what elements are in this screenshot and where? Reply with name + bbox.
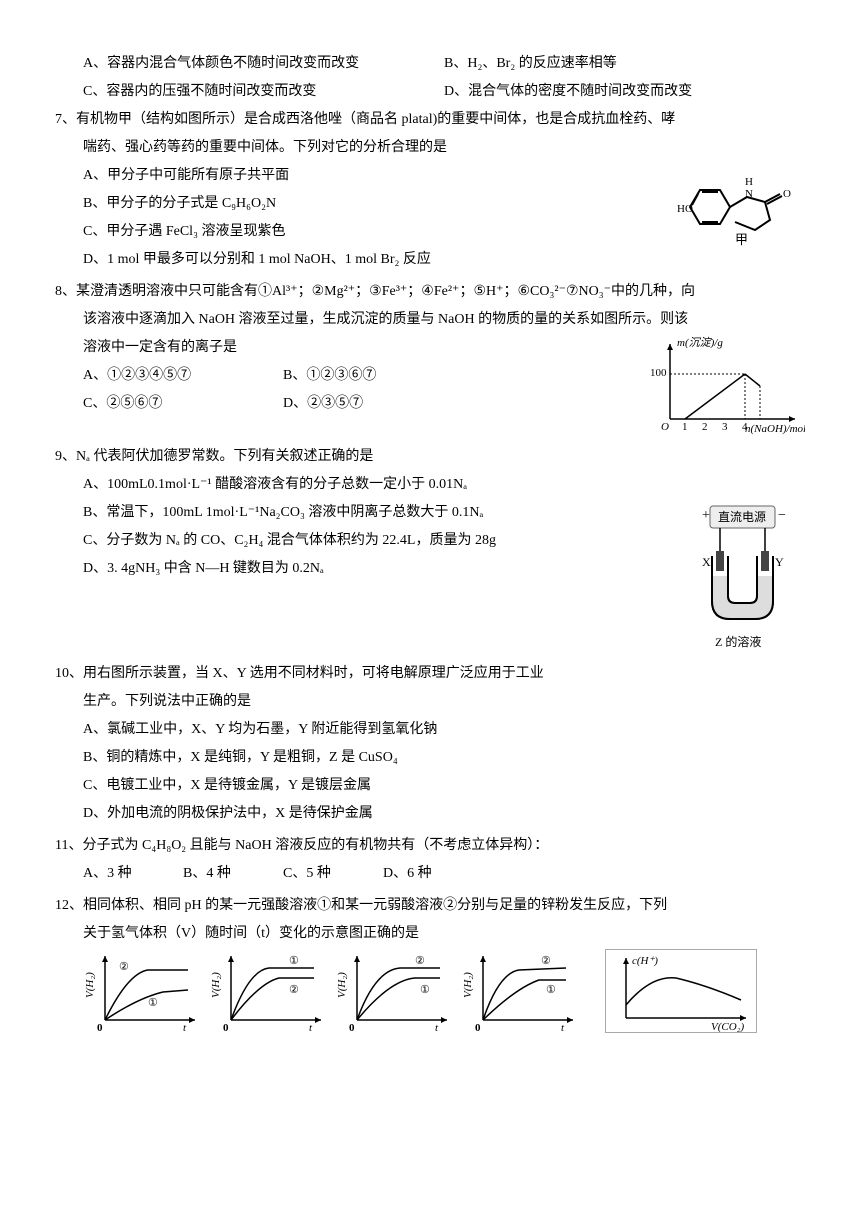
q11-stem: 分子式为 C₄H₈O₂ 且能与 NaOH 溶液反应的有机物共有（不考虑立体异构）… <box>82 832 805 860</box>
svg-text:t: t <box>309 1022 313 1033</box>
q7-num: 7、 <box>55 106 76 134</box>
q12-chart-5: c(H⁺) V(CO₂) <box>605 949 757 1033</box>
svg-text:t: t <box>183 1022 187 1033</box>
graph-ylabel: m(沉淀)/g <box>677 336 723 349</box>
svg-text:V(H₂): V(H₂) <box>462 972 474 998</box>
svg-text:②: ② <box>415 955 425 967</box>
q7-stem2: 喘药、强心药等药的重要中间体。下列对它的分析合理的是 <box>55 134 805 162</box>
svg-text:②: ② <box>289 984 299 996</box>
q10-option-b: B、铜的精炼中，X 是纯铜，Y 是粗铜，Z 是 CuSO₄ <box>55 744 805 772</box>
q12-stem2: 关于氢气体积（V）随时间（t）变化的示意图正确的是 <box>55 920 805 948</box>
question-10: 10、 用右图所示装置，当 X、Y 选用不同材料时，可将电解原理广泛应用于工业 … <box>55 660 805 828</box>
svg-text:t: t <box>561 1022 565 1033</box>
molecule-label: 甲 <box>735 232 748 247</box>
q8-num: 8、 <box>55 278 76 306</box>
svg-text:0: 0 <box>349 1022 355 1033</box>
svg-text:②: ② <box>119 961 129 973</box>
svg-text:V(H₂): V(H₂) <box>210 972 222 998</box>
q8-option-c: C、②⑤⑥⑦ <box>83 390 283 418</box>
q10-stem1: 用右图所示装置，当 X、Y 选用不同材料时，可将电解原理广泛应用于工业 <box>83 660 805 688</box>
svg-text:①: ① <box>546 984 556 996</box>
q9-stem: Nₐ 代表阿伏加德罗常数。下列有关叙述正确的是 <box>76 443 805 471</box>
q11-num: 11、 <box>55 832 82 860</box>
q10-option-c: C、电镀工业中，X 是待镀金属，Y 是镀层金属 <box>55 772 805 800</box>
q12-chart-1: V(H₂) t 0 ② ① <box>83 948 201 1033</box>
graph-x2: 2 <box>702 421 708 433</box>
q12-chart-3: V(H₂) t 0 ② ① <box>335 948 453 1033</box>
electrode-x: X <box>702 555 711 569</box>
molecule-o: O <box>783 188 791 200</box>
svg-text:0: 0 <box>97 1022 103 1033</box>
dc-label: 直流电源 <box>718 510 766 524</box>
question-8: 8、 某澄清透明溶液中只可能含有①Al³⁺；②Mg²⁺；③Fe³⁺；④Fe²⁺；… <box>55 278 805 439</box>
q12-stem1: 相同体积、相同 pH 的某一元强酸溶液①和某一元弱酸溶液②分别与足量的锌粉发生反… <box>83 892 805 920</box>
q10-num: 10、 <box>55 660 83 688</box>
q8-graph: m(沉淀)/g n(NaOH)/mol 100 O 1 2 3 4 <box>645 334 805 439</box>
q8-stem2: 该溶液中逐滴加入 NaOH 溶液至过量，生成沉淀的质量与 NaOH 的物质的量的… <box>55 306 805 334</box>
electrode-y: Y <box>775 555 784 569</box>
q9-option-a: A、100mL0.1mol·L⁻¹ 醋酸溶液含有的分子总数一定小于 0.01Nₐ <box>55 471 805 499</box>
svg-text:0: 0 <box>223 1022 229 1033</box>
q8-option-d: D、②③⑤⑦ <box>283 390 483 418</box>
q6-option-c: C、容器内的压强不随时间改变而改变 <box>83 78 444 106</box>
graph-origin: O <box>661 421 669 433</box>
graph-ymark: 100 <box>650 367 667 379</box>
q6-option-a: A、容器内混合气体颜色不随时间改变而改变 <box>83 50 444 78</box>
q12-num: 12、 <box>55 892 83 920</box>
question-7: 7、 有机物甲（结构如图所示）是合成西洛他唑（商品名 platal)的重要中间体… <box>55 106 805 274</box>
svg-text:V(CO₂): V(CO₂) <box>711 1021 744 1032</box>
q10-option-a: A、氯碱工业中，X、Y 均为石墨，Y 附近能得到氢氧化钠 <box>55 716 805 744</box>
molecule-ho: HO <box>677 203 693 215</box>
svg-text:t: t <box>435 1022 439 1033</box>
dc-plus: + <box>702 508 710 523</box>
svg-text:c(H⁺): c(H⁺) <box>632 955 658 967</box>
question-9: 9、 Nₐ 代表阿伏加德罗常数。下列有关叙述正确的是 直流电源 + − X Y … <box>55 443 805 656</box>
q11-option-c: C、5 种 <box>283 860 383 888</box>
q8-option-a: A、①②③④⑤⑦ <box>83 362 283 390</box>
question-12: 12、 相同体积、相同 pH 的某一元强酸溶液①和某一元弱酸溶液②分别与足量的锌… <box>55 892 805 1033</box>
q8-option-b: B、①②③⑥⑦ <box>283 362 483 390</box>
molecule-h: H <box>745 176 753 188</box>
q7-molecule-image: HO H N O 甲 <box>675 162 805 247</box>
svg-text:V(H₂): V(H₂) <box>336 972 348 998</box>
q6-option-d: D、混合气体的密度不随时间改变而改变 <box>444 78 805 106</box>
graph-x4: 4 <box>742 421 748 433</box>
graph-x1: 1 <box>682 421 688 433</box>
q12-chart-2: V(H₂) t 0 ① ② <box>209 948 327 1033</box>
q9-num: 9、 <box>55 443 76 471</box>
q10-option-d: D、外加电流的阴极保护法中，X 是待保护金属 <box>55 800 805 828</box>
q6-option-b: B、H₂、Br₂ 的反应速率相等 <box>444 50 805 78</box>
q11-option-b: B、4 种 <box>183 860 283 888</box>
q12-charts: V(H₂) t 0 ② ① V(H₂) t 0 ① ② V(H₂) <box>55 948 805 1033</box>
svg-text:②: ② <box>541 955 551 967</box>
molecule-n: N <box>745 188 753 200</box>
graph-xlabel: n(NaOH)/mol <box>745 423 805 435</box>
q8-stem1: 某澄清透明溶液中只可能含有①Al³⁺；②Mg²⁺；③Fe³⁺；④Fe²⁺；⑤H⁺… <box>76 278 805 306</box>
q7-option-d: D、1 mol 甲最多可以分别和 1 mol NaOH、1 mol Br₂ 反应 <box>55 246 805 274</box>
dc-minus: − <box>778 508 786 523</box>
svg-text:①: ① <box>420 984 430 996</box>
q12-chart-4: V(H₂) t 0 ② ① <box>461 948 579 1033</box>
svg-text:①: ① <box>148 997 158 1009</box>
graph-x3: 3 <box>722 421 728 433</box>
q11-option-a: A、3 种 <box>83 860 183 888</box>
q7-stem1: 有机物甲（结构如图所示）是合成西洛他唑（商品名 platal)的重要中间体，也是… <box>76 106 805 134</box>
q11-option-d: D、6 种 <box>383 860 483 888</box>
q10-stem2: 生产。下列说法中正确的是 <box>55 688 805 716</box>
z-label: Z 的溶液 <box>715 634 761 649</box>
svg-text:0: 0 <box>475 1022 481 1033</box>
q6-options: A、容器内混合气体颜色不随时间改变而改变 B、H₂、Br₂ 的反应速率相等 C、… <box>55 50 805 106</box>
q10-apparatus-image: 直流电源 + − X Y Z 的溶液 <box>680 501 805 656</box>
svg-text:V(H₂): V(H₂) <box>84 972 96 998</box>
svg-text:①: ① <box>289 955 299 967</box>
question-11: 11、 分子式为 C₄H₈O₂ 且能与 NaOH 溶液反应的有机物共有（不考虑立… <box>55 832 805 888</box>
